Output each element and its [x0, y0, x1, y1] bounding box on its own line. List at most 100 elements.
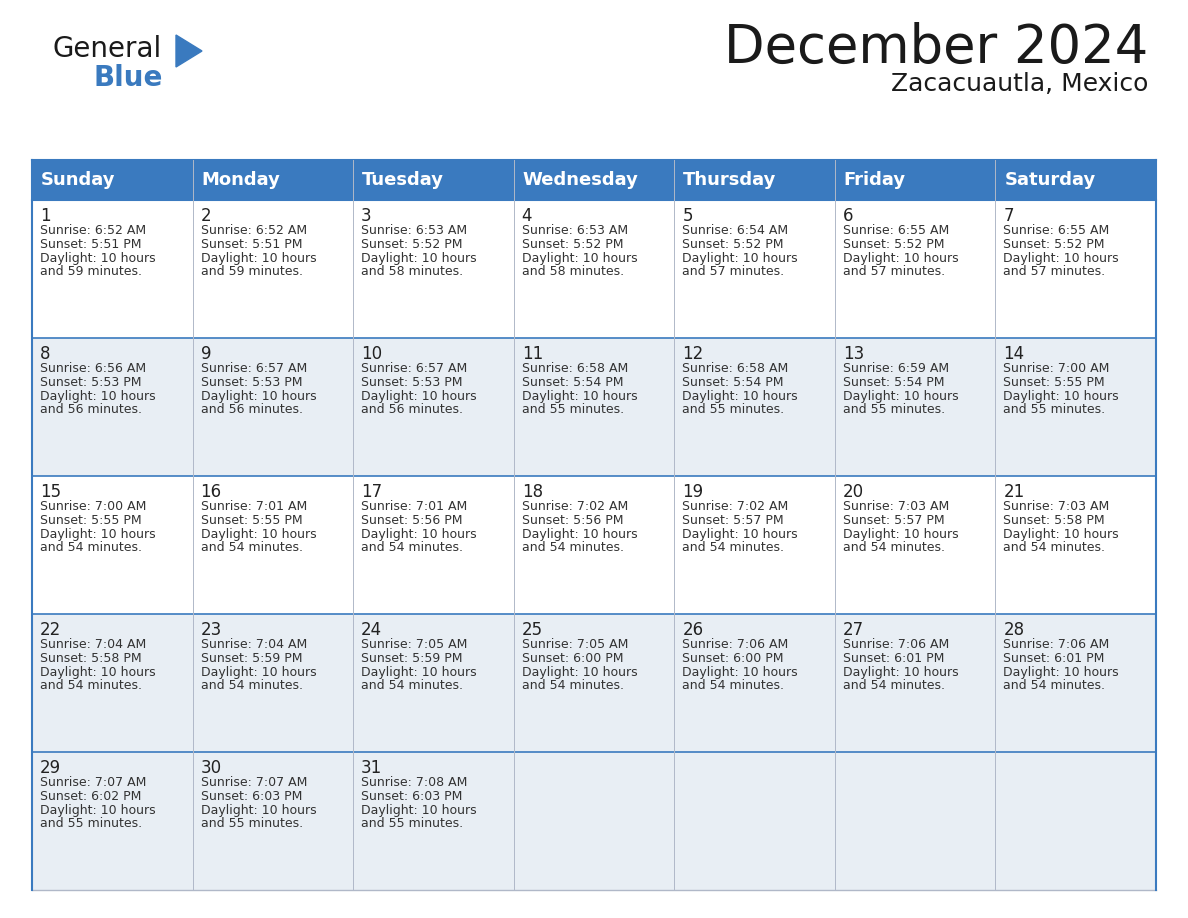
- Text: and 54 minutes.: and 54 minutes.: [201, 541, 303, 554]
- Text: Daylight: 10 hours: Daylight: 10 hours: [682, 390, 798, 403]
- Text: 3: 3: [361, 207, 372, 225]
- Text: December 2024: December 2024: [723, 22, 1148, 74]
- Text: Sunset: 5:51 PM: Sunset: 5:51 PM: [201, 238, 302, 251]
- Text: Daylight: 10 hours: Daylight: 10 hours: [361, 528, 476, 541]
- Text: 31: 31: [361, 759, 383, 777]
- Text: Sunday: Sunday: [42, 171, 115, 189]
- Text: Thursday: Thursday: [683, 171, 777, 189]
- Text: and 54 minutes.: and 54 minutes.: [842, 679, 944, 692]
- Bar: [32, 752, 1156, 890]
- Text: Daylight: 10 hours: Daylight: 10 hours: [842, 528, 959, 541]
- Text: Sunset: 5:54 PM: Sunset: 5:54 PM: [522, 376, 624, 389]
- Text: Daylight: 10 hours: Daylight: 10 hours: [522, 390, 637, 403]
- Text: Sunrise: 6:56 AM: Sunrise: 6:56 AM: [40, 362, 146, 375]
- Text: 21: 21: [1004, 483, 1025, 501]
- Text: Sunset: 5:58 PM: Sunset: 5:58 PM: [40, 652, 141, 665]
- Text: Daylight: 10 hours: Daylight: 10 hours: [1004, 528, 1119, 541]
- Text: Sunrise: 6:53 AM: Sunrise: 6:53 AM: [522, 224, 627, 237]
- Text: and 55 minutes.: and 55 minutes.: [842, 403, 944, 416]
- Text: and 54 minutes.: and 54 minutes.: [201, 679, 303, 692]
- Text: Sunset: 5:54 PM: Sunset: 5:54 PM: [842, 376, 944, 389]
- Text: Daylight: 10 hours: Daylight: 10 hours: [682, 528, 798, 541]
- Text: 24: 24: [361, 621, 383, 639]
- Text: Sunset: 5:52 PM: Sunset: 5:52 PM: [842, 238, 944, 251]
- Text: 29: 29: [40, 759, 61, 777]
- Text: and 56 minutes.: and 56 minutes.: [201, 403, 303, 416]
- Text: 1: 1: [40, 207, 51, 225]
- Text: 4: 4: [522, 207, 532, 225]
- Bar: [32, 338, 1156, 476]
- Text: Sunset: 5:52 PM: Sunset: 5:52 PM: [682, 238, 784, 251]
- Text: Daylight: 10 hours: Daylight: 10 hours: [1004, 390, 1119, 403]
- Text: Sunset: 5:55 PM: Sunset: 5:55 PM: [40, 514, 141, 527]
- Text: 25: 25: [522, 621, 543, 639]
- Text: Sunset: 6:03 PM: Sunset: 6:03 PM: [361, 790, 462, 803]
- Text: 9: 9: [201, 345, 211, 363]
- Text: and 56 minutes.: and 56 minutes.: [361, 403, 463, 416]
- Text: and 59 minutes.: and 59 minutes.: [201, 265, 303, 278]
- Text: Saturday: Saturday: [1004, 171, 1095, 189]
- Text: Sunrise: 7:07 AM: Sunrise: 7:07 AM: [40, 776, 146, 789]
- Text: Daylight: 10 hours: Daylight: 10 hours: [522, 528, 637, 541]
- Text: Sunset: 5:58 PM: Sunset: 5:58 PM: [1004, 514, 1105, 527]
- Text: Daylight: 10 hours: Daylight: 10 hours: [361, 804, 476, 817]
- Text: Daylight: 10 hours: Daylight: 10 hours: [682, 252, 798, 265]
- Text: Sunset: 6:03 PM: Sunset: 6:03 PM: [201, 790, 302, 803]
- Text: Sunrise: 7:06 AM: Sunrise: 7:06 AM: [842, 638, 949, 651]
- Text: 2: 2: [201, 207, 211, 225]
- Text: Blue: Blue: [94, 64, 164, 92]
- Text: Sunset: 5:51 PM: Sunset: 5:51 PM: [40, 238, 141, 251]
- Text: and 54 minutes.: and 54 minutes.: [361, 541, 463, 554]
- Text: Daylight: 10 hours: Daylight: 10 hours: [201, 666, 316, 679]
- Text: Sunset: 5:54 PM: Sunset: 5:54 PM: [682, 376, 784, 389]
- Text: Sunrise: 7:04 AM: Sunrise: 7:04 AM: [201, 638, 307, 651]
- Text: and 58 minutes.: and 58 minutes.: [522, 265, 624, 278]
- Text: and 54 minutes.: and 54 minutes.: [682, 541, 784, 554]
- Text: Sunrise: 7:06 AM: Sunrise: 7:06 AM: [682, 638, 789, 651]
- Text: and 57 minutes.: and 57 minutes.: [842, 265, 944, 278]
- Text: Sunset: 5:52 PM: Sunset: 5:52 PM: [522, 238, 624, 251]
- Text: and 54 minutes.: and 54 minutes.: [522, 679, 624, 692]
- Text: Sunrise: 7:03 AM: Sunrise: 7:03 AM: [1004, 500, 1110, 513]
- Text: Sunset: 5:59 PM: Sunset: 5:59 PM: [361, 652, 462, 665]
- Text: Sunset: 6:01 PM: Sunset: 6:01 PM: [842, 652, 944, 665]
- Text: Monday: Monday: [202, 171, 280, 189]
- Text: 30: 30: [201, 759, 222, 777]
- Text: Friday: Friday: [843, 171, 906, 189]
- Text: Sunset: 5:53 PM: Sunset: 5:53 PM: [40, 376, 141, 389]
- Text: Sunrise: 7:05 AM: Sunrise: 7:05 AM: [522, 638, 628, 651]
- Bar: [32, 614, 1156, 752]
- Text: Sunrise: 7:01 AM: Sunrise: 7:01 AM: [201, 500, 307, 513]
- Text: Daylight: 10 hours: Daylight: 10 hours: [522, 666, 637, 679]
- Text: Tuesday: Tuesday: [362, 171, 444, 189]
- Text: Sunset: 5:55 PM: Sunset: 5:55 PM: [201, 514, 302, 527]
- Text: and 59 minutes.: and 59 minutes.: [40, 265, 143, 278]
- Text: 22: 22: [40, 621, 62, 639]
- Bar: [32, 476, 1156, 614]
- Bar: [32, 160, 1156, 200]
- Text: and 55 minutes.: and 55 minutes.: [1004, 403, 1106, 416]
- Text: Daylight: 10 hours: Daylight: 10 hours: [842, 252, 959, 265]
- Text: Daylight: 10 hours: Daylight: 10 hours: [201, 804, 316, 817]
- Text: Sunrise: 6:57 AM: Sunrise: 6:57 AM: [201, 362, 307, 375]
- Text: and 56 minutes.: and 56 minutes.: [40, 403, 143, 416]
- Text: Sunset: 6:02 PM: Sunset: 6:02 PM: [40, 790, 141, 803]
- Text: Sunset: 5:56 PM: Sunset: 5:56 PM: [522, 514, 624, 527]
- Text: 15: 15: [40, 483, 61, 501]
- Text: Sunrise: 7:08 AM: Sunrise: 7:08 AM: [361, 776, 468, 789]
- Text: Daylight: 10 hours: Daylight: 10 hours: [842, 390, 959, 403]
- Text: and 57 minutes.: and 57 minutes.: [682, 265, 784, 278]
- Text: Sunset: 6:00 PM: Sunset: 6:00 PM: [522, 652, 624, 665]
- Text: 12: 12: [682, 345, 703, 363]
- Text: 11: 11: [522, 345, 543, 363]
- Text: Sunrise: 7:07 AM: Sunrise: 7:07 AM: [201, 776, 307, 789]
- Text: Sunrise: 6:52 AM: Sunrise: 6:52 AM: [40, 224, 146, 237]
- Text: Daylight: 10 hours: Daylight: 10 hours: [40, 252, 156, 265]
- Polygon shape: [176, 35, 202, 67]
- Text: Sunset: 5:55 PM: Sunset: 5:55 PM: [1004, 376, 1105, 389]
- Text: Daylight: 10 hours: Daylight: 10 hours: [201, 528, 316, 541]
- Text: Daylight: 10 hours: Daylight: 10 hours: [201, 252, 316, 265]
- Text: Sunrise: 7:00 AM: Sunrise: 7:00 AM: [1004, 362, 1110, 375]
- Text: and 54 minutes.: and 54 minutes.: [842, 541, 944, 554]
- Text: 14: 14: [1004, 345, 1024, 363]
